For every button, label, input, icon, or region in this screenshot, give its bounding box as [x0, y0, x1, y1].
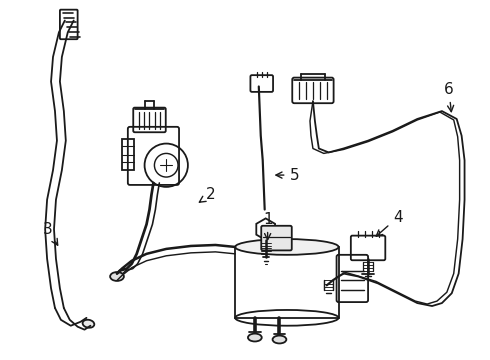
Text: 6: 6 — [444, 82, 454, 112]
Text: 5: 5 — [276, 167, 299, 183]
Text: 4: 4 — [376, 210, 402, 236]
Ellipse shape — [272, 336, 286, 343]
Text: 2: 2 — [199, 187, 215, 202]
FancyBboxPatch shape — [261, 226, 292, 251]
Bar — [235, 247, 339, 318]
Text: 3: 3 — [43, 222, 58, 245]
Bar — [122, 139, 134, 170]
Ellipse shape — [248, 334, 262, 342]
Ellipse shape — [235, 239, 339, 255]
Text: 1: 1 — [263, 212, 272, 240]
Ellipse shape — [83, 320, 94, 328]
Ellipse shape — [110, 272, 124, 281]
